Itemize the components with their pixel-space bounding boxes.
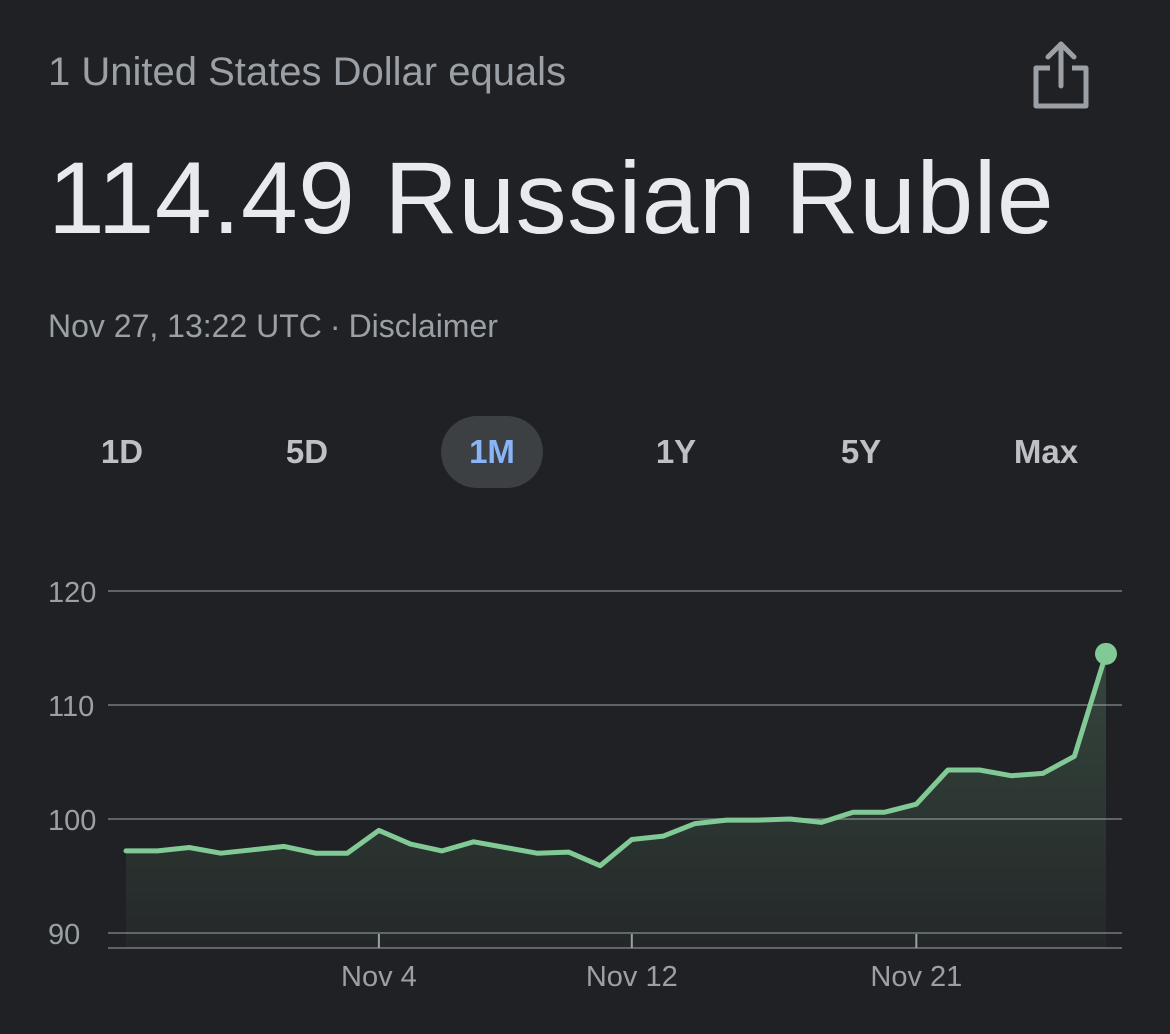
data-point bbox=[408, 841, 414, 847]
tab-max[interactable]: Max bbox=[1013, 433, 1079, 470]
data-point bbox=[882, 809, 888, 815]
share-button[interactable] bbox=[1030, 40, 1092, 112]
data-point bbox=[186, 845, 192, 851]
timestamp-line: Nov 27, 13:22 UTC · Disclaimer bbox=[48, 308, 498, 345]
series-line bbox=[123, 651, 1109, 869]
current-value-dot[interactable] bbox=[1095, 642, 1117, 665]
data-point bbox=[218, 850, 224, 856]
y-tick-label: 110 bbox=[48, 691, 94, 723]
data-point bbox=[123, 848, 129, 854]
data-point bbox=[1071, 753, 1077, 759]
data-point bbox=[439, 848, 445, 854]
data-point bbox=[755, 817, 761, 823]
data-point bbox=[313, 850, 319, 856]
data-point bbox=[629, 837, 635, 843]
data-point bbox=[787, 816, 793, 822]
data-point bbox=[1040, 770, 1046, 776]
data-point bbox=[692, 821, 698, 827]
data-point bbox=[977, 767, 983, 773]
data-point bbox=[660, 833, 666, 839]
data-point bbox=[344, 850, 350, 856]
data-point bbox=[502, 845, 508, 851]
data-point bbox=[281, 843, 287, 849]
disclaimer-link[interactable]: Disclaimer bbox=[348, 308, 498, 344]
x-tick-label: Nov 4 bbox=[341, 961, 417, 993]
tab-1d[interactable]: 1D bbox=[100, 433, 144, 470]
exchange-rate-chart: 90 100 110 120 Nov 4 Nov 12 Nov 21 bbox=[48, 577, 1122, 993]
y-tick-label: 100 bbox=[48, 805, 96, 837]
conversion-subtitle: 1 United States Dollar equals bbox=[48, 50, 567, 94]
tab-5d[interactable]: 5D bbox=[285, 433, 329, 470]
data-point bbox=[155, 848, 161, 854]
data-point bbox=[249, 847, 255, 853]
timestamp: Nov 27, 13:22 UTC bbox=[48, 308, 322, 344]
data-point bbox=[818, 819, 824, 825]
data-point bbox=[471, 839, 477, 845]
x-tick-label: Nov 21 bbox=[870, 961, 962, 993]
y-tick-label: 90 bbox=[48, 919, 80, 951]
data-point bbox=[1008, 773, 1014, 779]
data-point bbox=[850, 809, 856, 815]
data-point bbox=[597, 863, 603, 869]
tab-1y[interactable]: 1Y bbox=[655, 433, 697, 470]
data-point bbox=[376, 827, 382, 833]
x-tick-label: Nov 12 bbox=[586, 961, 678, 993]
data-point bbox=[913, 801, 919, 807]
tab-1m[interactable]: 1M bbox=[441, 416, 543, 488]
series-area bbox=[126, 653, 1106, 948]
data-point bbox=[534, 850, 540, 856]
y-tick-label: 120 bbox=[48, 577, 96, 609]
data-point bbox=[566, 849, 572, 855]
separator: · bbox=[329, 308, 341, 344]
data-point bbox=[724, 817, 730, 823]
data-point bbox=[945, 767, 951, 773]
range-tabs: 1D 5D 1M 1Y 5Y Max bbox=[0, 416, 1170, 490]
share-icon bbox=[1033, 41, 1089, 109]
converted-value: 114.49 Russian Ruble bbox=[48, 141, 1055, 255]
tab-5y[interactable]: 5Y bbox=[840, 433, 882, 470]
